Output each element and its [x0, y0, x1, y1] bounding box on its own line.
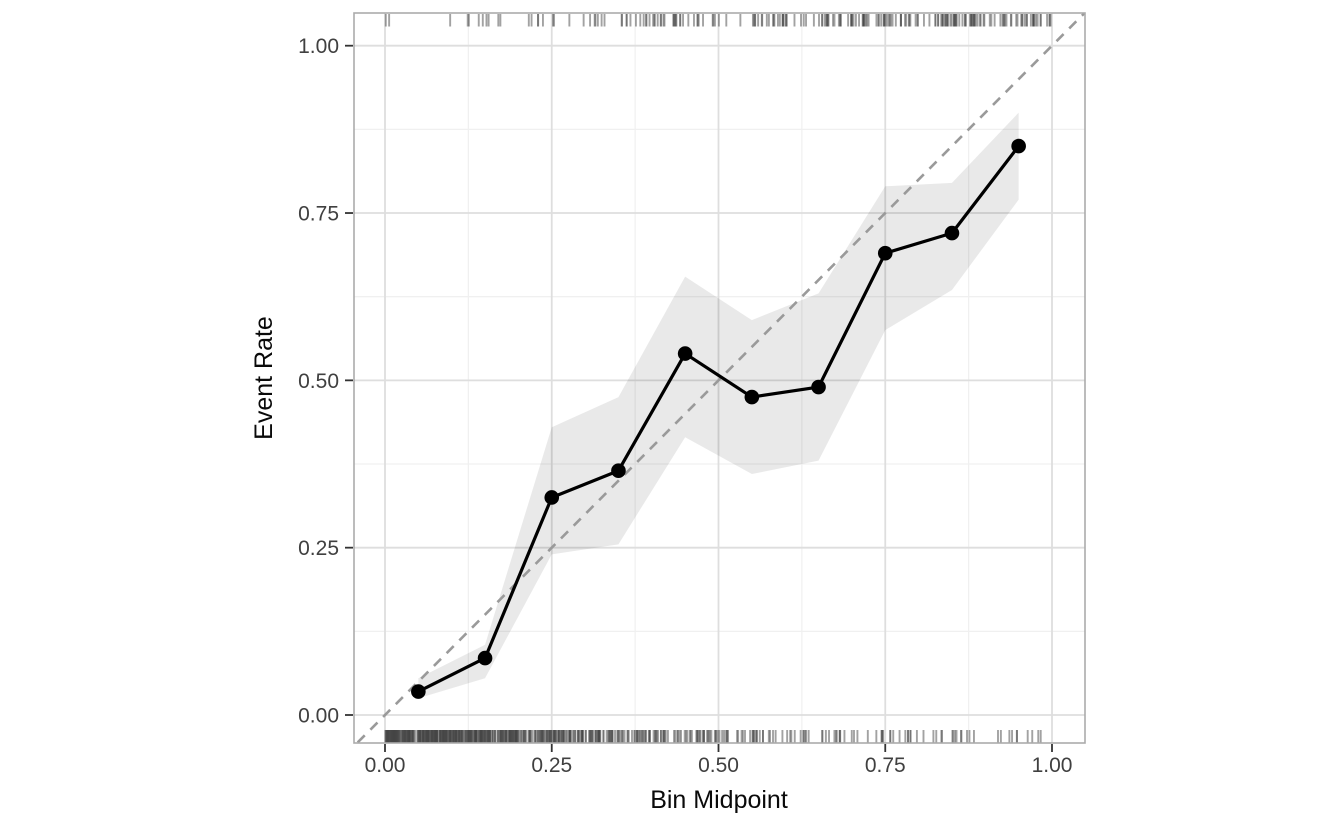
x-axis-tick-labels: 0.00 0.25 0.50 0.75 1.00 — [365, 754, 1073, 777]
rug-top — [384, 14, 1052, 27]
y-tick-label: 0.00 — [298, 705, 339, 728]
data-point — [611, 463, 626, 479]
calibration-line — [416, 144, 1021, 694]
data-point — [411, 684, 426, 699]
axis-tick-marks — [345, 44, 1053, 752]
x-tick-label: 0.25 — [531, 754, 572, 777]
ribbon-polygon — [418, 112, 1019, 699]
data-point — [477, 650, 493, 666]
data-points — [411, 138, 1026, 699]
rug-bottom — [384, 730, 1042, 743]
gridlines-major — [354, 13, 1085, 743]
perfect-calibration-line — [355, 13, 1085, 743]
data-point — [677, 346, 693, 361]
x-tick-label: 1.00 — [1032, 754, 1073, 777]
y-axis-tick-labels: 0.00 0.25 0.50 0.75 1.00 — [298, 35, 339, 727]
x-tick-label: 0.00 — [365, 754, 406, 777]
diagonal-dashed-line — [355, 13, 1085, 743]
y-axis-title: Event Rate — [250, 316, 278, 440]
data-point — [877, 245, 893, 261]
data-point — [944, 225, 960, 241]
y-tick-label: 0.25 — [298, 537, 339, 560]
confidence-ribbon — [418, 112, 1019, 699]
calibration-polyline — [416, 144, 1021, 694]
y-tick-label: 0.75 — [298, 203, 339, 226]
panel-border — [353, 12, 1086, 744]
data-point — [744, 389, 760, 405]
x-axis-title: Bin Midpoint — [650, 786, 788, 814]
data-point — [811, 379, 826, 395]
gridlines-minor — [354, 13, 1085, 743]
y-tick-label: 0.50 — [298, 370, 339, 393]
data-point — [1011, 138, 1026, 154]
x-tick-label: 0.75 — [865, 754, 906, 777]
x-tick-label: 0.50 — [698, 754, 739, 777]
y-tick-label: 1.00 — [298, 35, 339, 58]
data-point — [544, 490, 560, 505]
